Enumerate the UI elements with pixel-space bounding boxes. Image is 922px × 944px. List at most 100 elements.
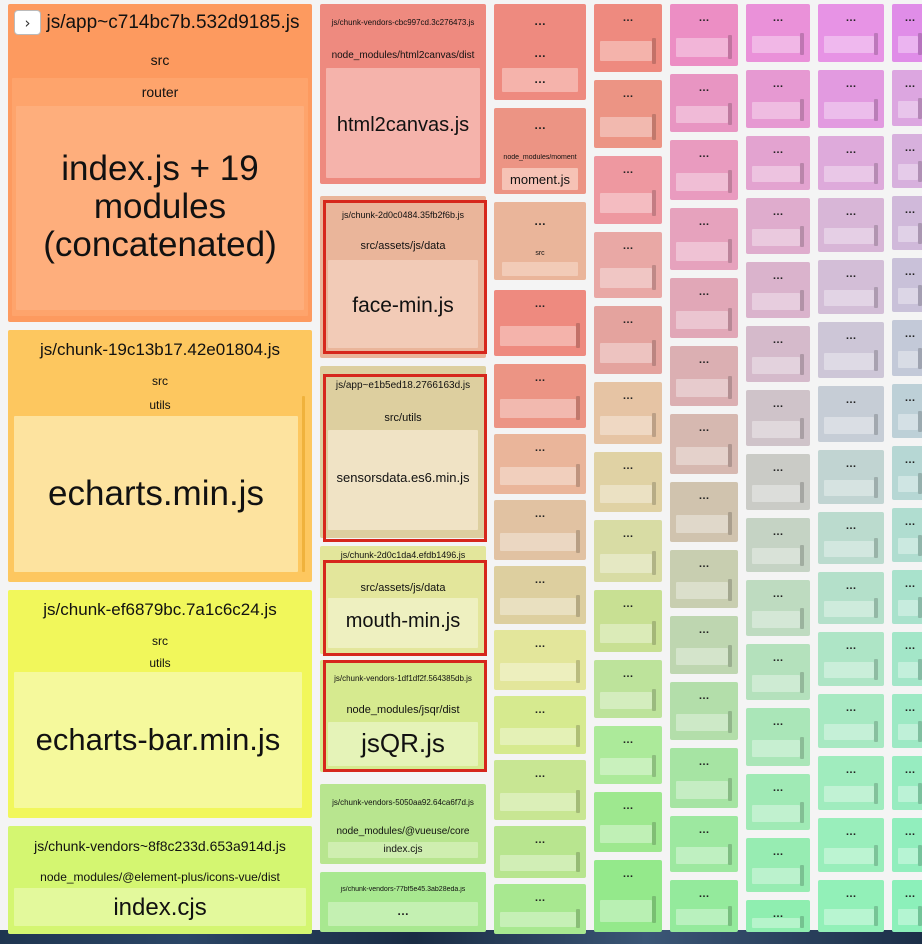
collapsed-module[interactable] (600, 825, 652, 843)
collapsed-module[interactable] (898, 164, 918, 180)
collapsed-module[interactable] (824, 724, 874, 740)
collapsed-bundle[interactable]: … (746, 136, 810, 190)
module-index-js[interactable]: index.js + 19 modules (concatenated) (16, 106, 304, 310)
bundle-chunk-2d0c1da4[interactable]: js/chunk-2d0c1da4.efdb1496.js src/assets… (320, 546, 486, 654)
collapsed-module[interactable] (898, 414, 918, 430)
bundle-chunk-vendors-1df1df2f[interactable]: js/chunk-vendors-1df1df2f.564385db.js no… (320, 660, 486, 772)
collapsed-module[interactable] (824, 290, 874, 306)
collapsed-module[interactable] (752, 102, 800, 119)
collapsed-module[interactable] (898, 662, 918, 678)
collapsed-bundle[interactable]: … (746, 774, 810, 830)
collapsed-bundle[interactable]: … (670, 482, 738, 542)
collapsed-bundle[interactable]: … (892, 508, 922, 562)
collapsed-bundle[interactable]: … (670, 880, 738, 932)
collapsed-bundle[interactable]: … (670, 550, 738, 608)
collapsed-bundle[interactable]: … (670, 278, 738, 338)
collapsed-module[interactable] (600, 692, 652, 709)
collapsed-bundle[interactable]: … (892, 70, 922, 126)
collapsed-module[interactable] (676, 714, 728, 731)
collapsed-module[interactable] (500, 793, 576, 811)
collapsed-bundle[interactable]: … (892, 384, 922, 438)
collapsed-bundle[interactable]: … (670, 682, 738, 740)
collapsed-bundle[interactable]: … (670, 414, 738, 474)
collapsed-module[interactable] (600, 268, 652, 288)
module-echarts-min-js[interactable]: echarts.min.js (14, 416, 298, 572)
collapsed-module[interactable] (824, 480, 874, 496)
bundle-chunk-ef6879bc[interactable]: js/chunk-ef6879bc.7a1c6c24.js src utils … (8, 590, 312, 818)
collapsed-module[interactable] (824, 601, 874, 617)
collapsed-module[interactable] (898, 101, 918, 118)
collapsed-bundle[interactable]: … (494, 290, 586, 356)
module-mouth-min-js[interactable]: mouth-min.js (328, 598, 478, 648)
collapsed-bundle[interactable]: … (818, 260, 884, 314)
collapsed-module[interactable] (752, 357, 800, 374)
collapsed-bundle[interactable]: … (746, 198, 810, 254)
collapsed-module[interactable] (500, 399, 576, 418)
collapsed-module[interactable] (600, 485, 652, 503)
module-face-min-js[interactable]: face-min.js (328, 260, 478, 348)
collapsed-bundle[interactable]: … (892, 632, 922, 686)
collapsed-module[interactable] (600, 117, 652, 137)
collapsed-bundle[interactable]: … (670, 616, 738, 674)
collapsed-bundle[interactable]: … (594, 80, 662, 148)
collapsed-module[interactable] (502, 262, 578, 276)
collapsed-module[interactable] (752, 805, 800, 822)
collapsed-bundle[interactable]: … src (494, 202, 586, 280)
collapsed-module[interactable] (500, 326, 576, 346)
collapsed-module[interactable] (752, 166, 800, 182)
collapsed-bundle[interactable]: … (670, 208, 738, 270)
collapsed-bundle[interactable]: … (594, 382, 662, 444)
collapsed-bundle[interactable]: … (818, 198, 884, 252)
bundle-chunk-19c13b17[interactable]: js/chunk-19c13b17.42e01804.js src utils … (8, 330, 312, 582)
collapsed-bundle[interactable]: … (892, 694, 922, 748)
collapsed-module[interactable] (500, 855, 576, 871)
collapsed-module[interactable] (600, 343, 652, 363)
collapsed-bundle[interactable]: … (594, 4, 662, 72)
collapsed-module[interactable] (676, 781, 728, 799)
collapsed-module[interactable] (676, 38, 728, 57)
collapsed-bundle[interactable]: … (594, 156, 662, 224)
collapsed-module[interactable] (600, 416, 652, 435)
collapsed-bundle[interactable]: … (746, 4, 810, 62)
collapsed-module[interactable] (752, 675, 800, 692)
collapsed-bundle[interactable]: … (670, 4, 738, 66)
collapsed-bundle[interactable]: … (746, 708, 810, 766)
collapsed-bundle[interactable]: … (594, 726, 662, 784)
collapsed-module[interactable] (500, 598, 576, 615)
collapsed-module[interactable] (824, 541, 874, 557)
collapsed-bundle[interactable]: … (818, 136, 884, 190)
module-index-cjs[interactable]: index.cjs (14, 888, 306, 926)
module-jsqr-js[interactable]: jsQR.js (328, 722, 478, 766)
collapsed-bundle[interactable]: … (494, 884, 586, 934)
collapsed-bundle[interactable]: … (746, 518, 810, 572)
collapsed-bundle[interactable]: … (892, 446, 922, 500)
collapsed-bundle[interactable]: … (818, 386, 884, 442)
collapsed-module[interactable] (824, 228, 874, 244)
collapsed-module[interactable] (676, 173, 728, 191)
module-sensorsdata[interactable]: sensorsdata.es6.min.js (328, 430, 478, 530)
collapsed-module[interactable]: … (502, 68, 578, 92)
collapsed-bundle[interactable]: … (746, 454, 810, 510)
bundle-chunk-vendors-77bf5e45[interactable]: js/chunk-vendors-77bf5e45.3ab28eda.js … (320, 872, 486, 932)
collapsed-bundle[interactable]: … (670, 816, 738, 872)
collapsed-bundle[interactable]: … (818, 818, 884, 872)
collapsed-module[interactable] (752, 868, 800, 884)
collapsed-bundle[interactable]: … (892, 320, 922, 376)
collapsed-module[interactable] (676, 515, 728, 533)
collapsed-module[interactable] (600, 758, 652, 775)
collapsed-bundle[interactable]: … (594, 660, 662, 718)
collapsed-module[interactable] (824, 848, 874, 864)
collapsed-module[interactable] (676, 106, 728, 123)
collapsed-module[interactable]: … (328, 902, 478, 926)
collapsed-bundle[interactable]: … (746, 70, 810, 128)
module-moment-js[interactable]: moment.js (502, 168, 578, 190)
collapsed-bundle[interactable]: … (892, 880, 922, 932)
bundle-chunk-vendors-8f8c233d[interactable]: js/chunk-vendors~8f8c233d.653a914d.js no… (8, 826, 312, 934)
collapsed-module[interactable] (752, 485, 800, 502)
collapsed-module[interactable] (898, 538, 918, 554)
collapsed-module[interactable] (824, 662, 874, 678)
collapsed-module[interactable] (600, 193, 652, 213)
module-html2canvas-js[interactable]: html2canvas.js (326, 68, 480, 178)
collapsed-bundle[interactable]: … (494, 500, 586, 560)
collapsed-bundle[interactable]: … (594, 590, 662, 652)
